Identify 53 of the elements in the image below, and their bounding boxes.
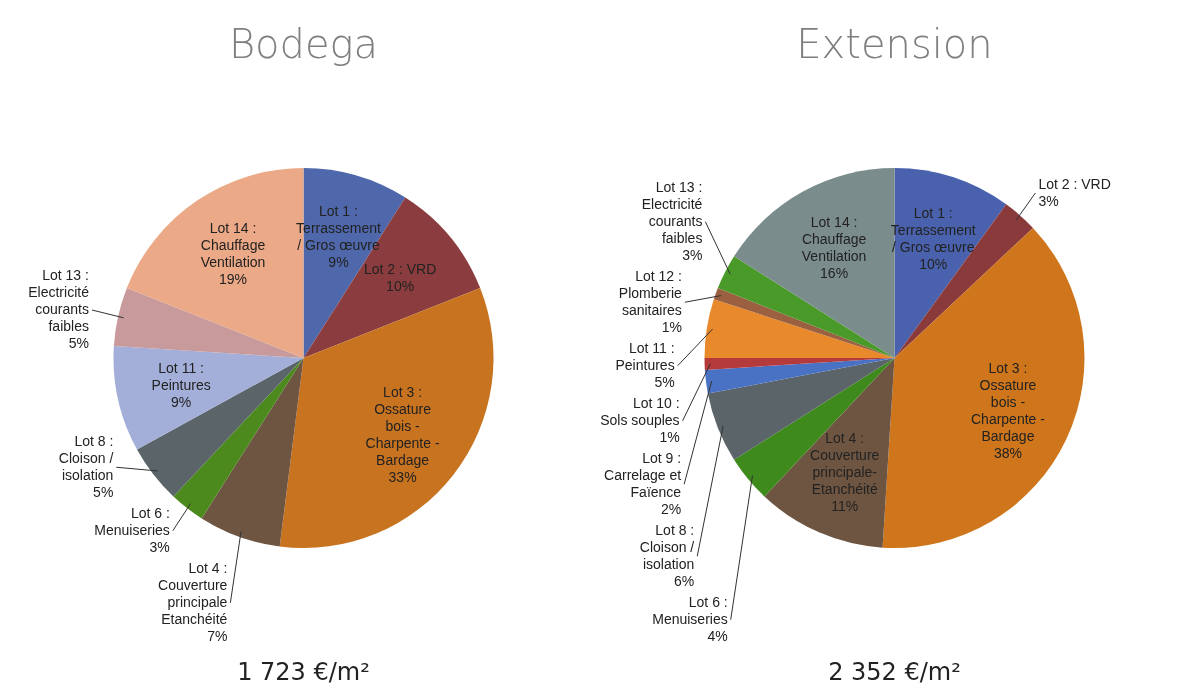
data-label: 3% xyxy=(682,247,703,263)
slice-label: Lot 4 : Couverture principale Etanchéité xyxy=(158,560,228,627)
pie-slice xyxy=(137,358,304,497)
data-label: 5% xyxy=(68,335,89,352)
data-label: 2% xyxy=(660,501,682,517)
data-label: 33% xyxy=(388,468,417,485)
slice-label: Lot 9 : Carrelage et Faïence xyxy=(604,450,682,500)
data-label: 9% xyxy=(171,393,192,410)
data-label: 4% xyxy=(707,628,728,644)
slice-label: Lot 1 : Terrassement / Gros œuvre xyxy=(890,204,976,255)
pie-slice xyxy=(704,299,895,358)
chart-title: Extension xyxy=(796,21,993,67)
slice-label: Lot 2 : VRD xyxy=(1038,175,1111,192)
slice-label: Lot 14 : Chauffage Ventilation xyxy=(200,220,266,271)
data-label: 5% xyxy=(93,484,114,500)
slice-label: Lot 8 : Cloison / isolation xyxy=(58,433,114,483)
data-label: 9% xyxy=(328,254,349,271)
data-label: 1% xyxy=(659,429,680,445)
slice-label: Lot 8 : Cloison / isolation xyxy=(639,522,695,572)
text: 2 352 €/m² xyxy=(828,658,961,686)
slice-label: Lot 11 : Peintures xyxy=(151,359,211,393)
slice-label: Lot 2 : VRD xyxy=(363,260,437,277)
pie-slice xyxy=(113,288,304,358)
pie-slice xyxy=(882,227,1085,548)
data-label: 38% xyxy=(993,445,1022,462)
data-label: 10% xyxy=(386,277,415,294)
pie-slice xyxy=(704,358,895,394)
data-label: 3% xyxy=(1038,192,1059,209)
data-label: 5% xyxy=(654,374,675,390)
data-label: 16% xyxy=(820,264,849,281)
slice-label: Lot 6 : Menuiseries xyxy=(652,594,728,627)
data-label: 7% xyxy=(207,628,228,644)
slice-label: Lot 4 : Couverture principale- Etanchéité xyxy=(810,430,880,498)
slice-label: Lot 12 : Plomberie sanitaires xyxy=(618,268,683,318)
data-label: 10% xyxy=(919,255,948,272)
pie-slice xyxy=(113,346,304,450)
data-label: 6% xyxy=(674,573,695,589)
slice-label: Lot 10 : Sols souples xyxy=(600,395,680,428)
data-label: 3% xyxy=(149,539,170,555)
slice-label: Lot 6 : Menuiseries xyxy=(94,505,170,538)
slice-label: Lot 3 : Ossature bois - Charpente - Bardage xyxy=(365,383,440,468)
slice-label: Lot 13 : Electricité courants faibles xyxy=(28,267,90,335)
data-label: 11% xyxy=(831,498,859,515)
slice-label: Lot 11 : Peintures xyxy=(615,340,675,373)
text: 1 723 €/m² xyxy=(237,658,370,686)
slice-label: Lot 14 : Chauffage Ventilation xyxy=(801,213,867,264)
data-label: 1% xyxy=(661,319,682,335)
slice-label: Lot 3 : Ossature bois - Charpente - Bardage xyxy=(971,360,1046,445)
slice-label: Lot 13 : Electricité courants faibles xyxy=(641,179,703,246)
pie-slice xyxy=(707,358,895,460)
data-label: 19% xyxy=(219,271,248,288)
pie-slice xyxy=(734,358,895,497)
chart-title: Bodega xyxy=(228,21,379,67)
